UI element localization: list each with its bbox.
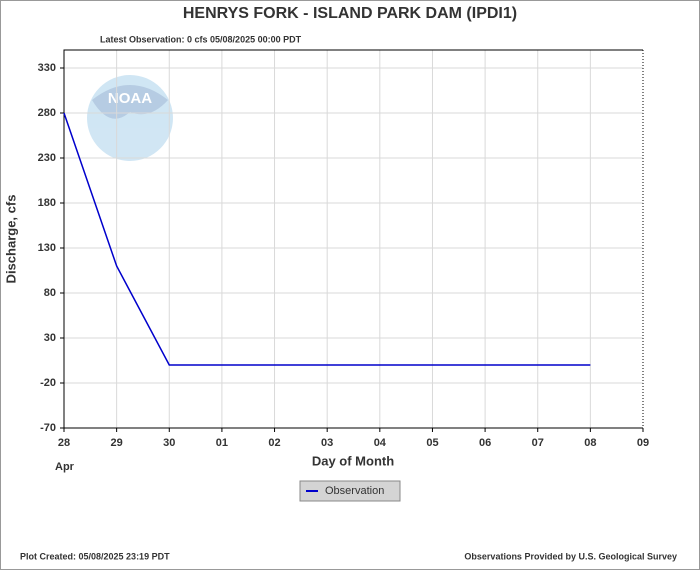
x-tick-label: 04 bbox=[374, 437, 387, 449]
y-axis-label: Discharge, cfs bbox=[3, 195, 18, 284]
x-tick-label: 05 bbox=[426, 437, 438, 449]
y-tick-label: -20 bbox=[40, 377, 56, 389]
x-tick-label: 02 bbox=[268, 437, 280, 449]
logo-text: NOAA bbox=[108, 90, 152, 107]
noaa-logo: NOAA bbox=[87, 75, 173, 161]
y-tick-label: 180 bbox=[38, 197, 56, 209]
y-tick-label: 130 bbox=[38, 242, 56, 254]
x-axis-label: Day of Month bbox=[312, 453, 394, 468]
footer-left: Plot Created: 05/08/2025 23:19 PDT bbox=[20, 551, 170, 561]
x-tick-label: 29 bbox=[111, 437, 123, 449]
subtitle: Latest Observation: 0 cfs 05/08/2025 00:… bbox=[100, 34, 302, 44]
legend-box bbox=[299, 480, 401, 502]
y-tick-label: 330 bbox=[38, 62, 56, 74]
data-line bbox=[63, 112, 591, 366]
month-label: Apr bbox=[55, 461, 75, 473]
x-tick-label: 28 bbox=[58, 437, 70, 449]
x-tick-label: 07 bbox=[532, 437, 544, 449]
y-tick-label: 80 bbox=[44, 287, 56, 299]
x-tick-label: 03 bbox=[321, 437, 333, 449]
y-tick-label: 230 bbox=[38, 152, 56, 164]
y-tick-label: 30 bbox=[44, 332, 56, 344]
plot-border bbox=[63, 49, 643, 429]
x-tick-label: 06 bbox=[479, 437, 491, 449]
x-tick-label: 08 bbox=[584, 437, 596, 449]
legend-label: Observation bbox=[325, 485, 384, 497]
y-tick-label: -70 bbox=[40, 422, 56, 434]
x-tick-label: 01 bbox=[216, 437, 228, 449]
x-tick-label: 30 bbox=[163, 437, 175, 449]
chart-title: HENRYS FORK - ISLAND PARK DAM (IPDI1) bbox=[183, 5, 517, 22]
footer-right: Observations Provided by U.S. Geological… bbox=[464, 551, 677, 561]
y-tick-label: 280 bbox=[38, 107, 56, 119]
x-tick-label: 09 bbox=[637, 437, 649, 449]
